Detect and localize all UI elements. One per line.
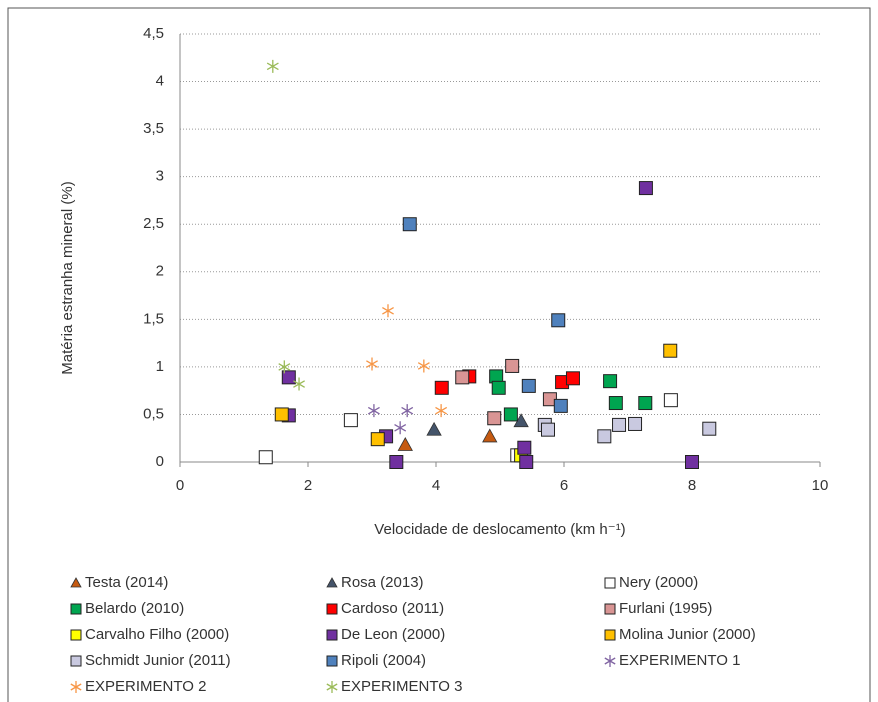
legend-label: Cardoso (2011) bbox=[341, 600, 444, 617]
point bbox=[426, 421, 442, 436]
point bbox=[281, 370, 296, 385]
legend-label: EXPERIMENTO 1 bbox=[619, 652, 740, 669]
point bbox=[274, 407, 289, 422]
point bbox=[519, 455, 534, 469]
point bbox=[702, 421, 717, 436]
point bbox=[402, 217, 417, 232]
point bbox=[608, 396, 623, 411]
y-tick-label: 1,5 bbox=[143, 310, 164, 327]
point bbox=[491, 380, 506, 395]
legend-marker bbox=[70, 577, 82, 588]
point bbox=[455, 370, 470, 385]
legend-label: Molina Junior (2000) bbox=[619, 626, 756, 643]
point bbox=[638, 396, 653, 411]
point bbox=[278, 360, 291, 374]
point bbox=[628, 416, 643, 431]
legend-marker bbox=[604, 603, 616, 615]
legend-marker bbox=[604, 655, 616, 667]
point bbox=[603, 374, 618, 389]
legend-label: Furlani (1995) bbox=[619, 600, 712, 617]
x-tick-label: 2 bbox=[304, 477, 312, 494]
point bbox=[417, 359, 430, 373]
point bbox=[370, 432, 385, 447]
legend-marker bbox=[604, 577, 616, 589]
point bbox=[434, 380, 449, 395]
x-tick-label: 4 bbox=[432, 477, 440, 494]
point bbox=[382, 304, 394, 318]
legend-marker bbox=[326, 681, 338, 693]
point bbox=[293, 377, 305, 391]
x-tick-label: 0 bbox=[176, 477, 184, 494]
point bbox=[366, 357, 378, 371]
point bbox=[505, 358, 520, 373]
y-tick-label: 4 bbox=[156, 73, 164, 90]
x-axis-label: Velocidade de deslocamento (km h⁻¹) bbox=[374, 521, 625, 538]
point bbox=[553, 398, 568, 413]
legend-label: Rosa (2013) bbox=[341, 574, 424, 591]
point bbox=[367, 404, 380, 418]
legend-marker bbox=[604, 629, 616, 641]
legend-marker bbox=[326, 655, 338, 667]
point bbox=[597, 429, 612, 444]
legend-marker bbox=[70, 681, 82, 693]
point bbox=[612, 417, 627, 432]
point bbox=[258, 450, 273, 465]
point bbox=[663, 343, 678, 358]
point bbox=[487, 411, 502, 426]
point bbox=[482, 428, 498, 443]
point bbox=[343, 413, 358, 428]
point bbox=[389, 455, 404, 469]
legend-marker bbox=[326, 577, 338, 588]
point bbox=[401, 404, 414, 418]
y-tick-label: 1 bbox=[156, 358, 164, 375]
legend-label: Belardo (2010) bbox=[85, 600, 184, 617]
point bbox=[435, 404, 448, 418]
legend-label: Nery (2000) bbox=[619, 574, 698, 591]
y-tick-label: 3,5 bbox=[143, 120, 164, 137]
legend-marker bbox=[70, 603, 82, 615]
y-tick-label: 2,5 bbox=[143, 215, 164, 232]
point bbox=[266, 59, 279, 73]
legend-marker bbox=[326, 629, 338, 641]
y-tick-label: 0 bbox=[156, 453, 164, 470]
point bbox=[638, 181, 653, 196]
chart-frame bbox=[7, 7, 871, 702]
legend-label: EXPERIMENTO 3 bbox=[341, 678, 462, 695]
point bbox=[397, 437, 413, 451]
x-tick-label: 8 bbox=[688, 477, 696, 494]
point bbox=[565, 371, 580, 386]
legend-label: Testa (2014) bbox=[85, 574, 168, 591]
legend-marker bbox=[70, 655, 82, 667]
legend-label: De Leon (2000) bbox=[341, 626, 445, 643]
legend-label: EXPERIMENTO 2 bbox=[85, 678, 206, 695]
y-tick-label: 0,5 bbox=[143, 405, 164, 422]
point bbox=[541, 422, 555, 437]
legend-marker bbox=[70, 629, 82, 641]
point bbox=[517, 440, 532, 455]
point bbox=[685, 455, 699, 469]
y-tick-label: 4,5 bbox=[143, 25, 164, 42]
legend-marker bbox=[326, 603, 338, 615]
point bbox=[521, 378, 536, 393]
x-tick-label: 10 bbox=[812, 477, 829, 494]
legend-label: Carvalho Filho (2000) bbox=[85, 626, 229, 643]
point bbox=[503, 407, 518, 422]
y-tick-label: 3 bbox=[156, 168, 164, 185]
y-tick-label: 2 bbox=[156, 263, 164, 280]
legend-label: Schmidt Junior (2011) bbox=[85, 652, 231, 669]
point bbox=[394, 421, 407, 435]
legend-label: Ripoli (2004) bbox=[341, 652, 426, 669]
y-axis-label: Matéria estranha mineral (%) bbox=[59, 181, 76, 374]
point bbox=[551, 313, 566, 328]
point bbox=[663, 393, 678, 408]
x-tick-label: 6 bbox=[560, 477, 568, 494]
